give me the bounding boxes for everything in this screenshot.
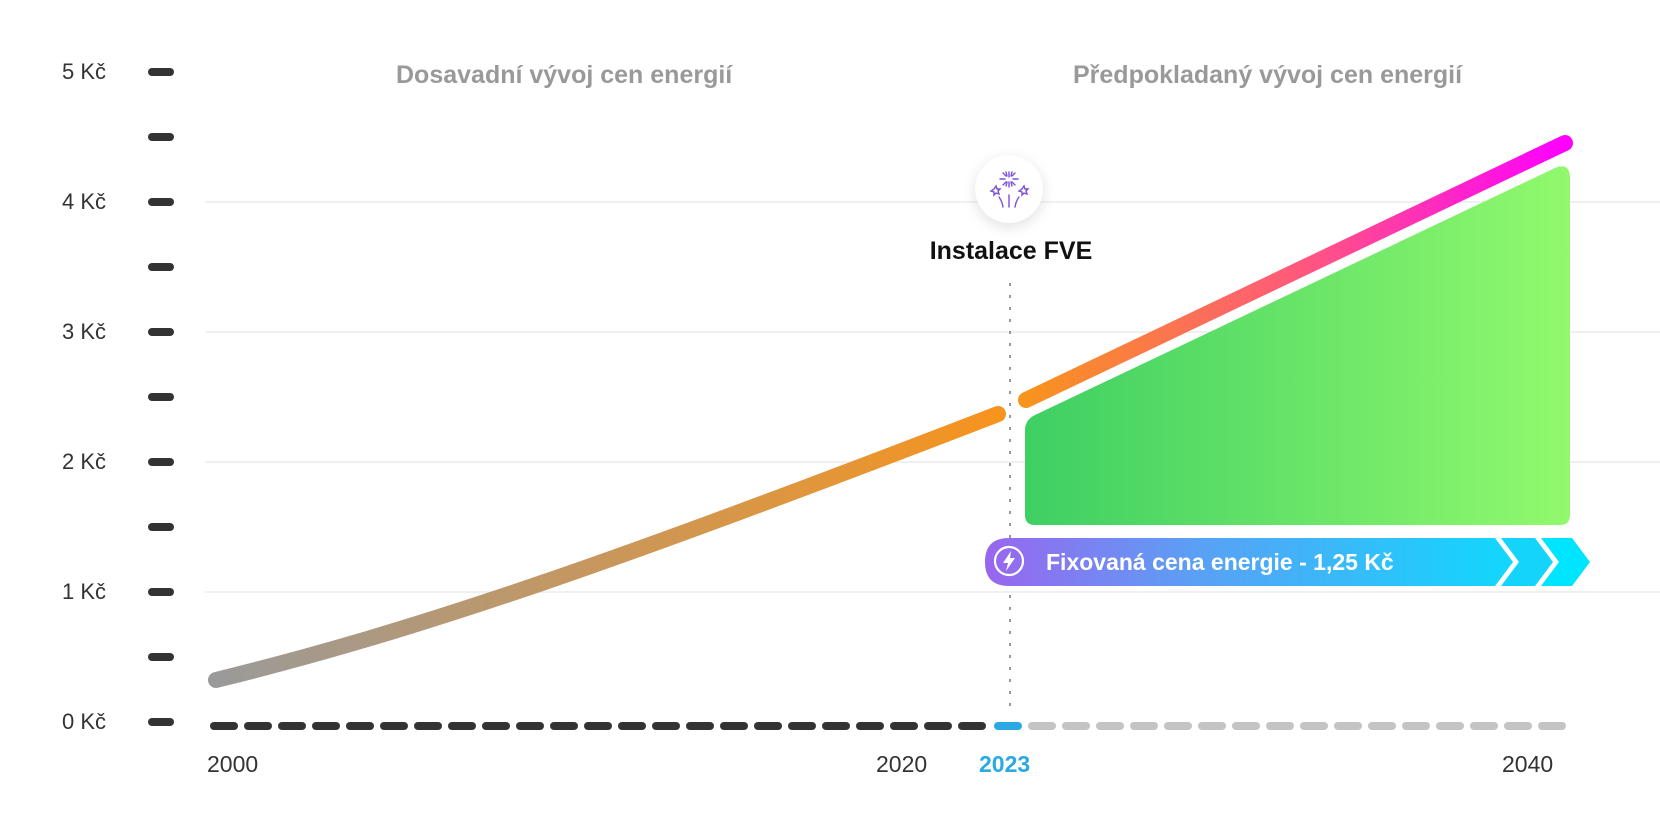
fixed-price-label: Fixovaná cena energie - 1,25 Kč xyxy=(1046,549,1394,575)
x-tick-label-2040: 2040 xyxy=(1502,751,1554,777)
past-price-line xyxy=(208,406,1006,688)
fixed-price-banner-shape xyxy=(985,538,1590,586)
x-tick-label-2020: 2020 xyxy=(876,751,928,777)
fireworks-icon xyxy=(989,171,1030,208)
forecast-price-line xyxy=(1018,135,1573,408)
event-label: Instalace FVE xyxy=(929,237,1093,265)
y-tick-label-2: 2 Kč xyxy=(62,449,107,474)
savings-area xyxy=(1025,166,1570,525)
y-tick-label-1: 1 Kč xyxy=(62,579,107,604)
y-tick-label-5: 5 Kč xyxy=(62,59,107,84)
x-tick-label-2023: 2023 xyxy=(979,751,1031,777)
section-title-future: Předpokladaný vývoj cen energií xyxy=(1073,61,1463,89)
y-tick-label-0: 0 Kč xyxy=(62,709,107,734)
y-tick-label-4: 4 Kč xyxy=(62,189,107,214)
event-icon-badge xyxy=(975,155,1043,223)
y-axis-ticks xyxy=(148,68,174,726)
section-title-past: Dosavadní vývoj cen energií xyxy=(396,61,733,89)
lightning-bolt-icon xyxy=(993,545,1025,577)
y-tick-label-3: 3 Kč xyxy=(62,319,107,344)
x-tick-label-2000: 2000 xyxy=(207,751,259,777)
